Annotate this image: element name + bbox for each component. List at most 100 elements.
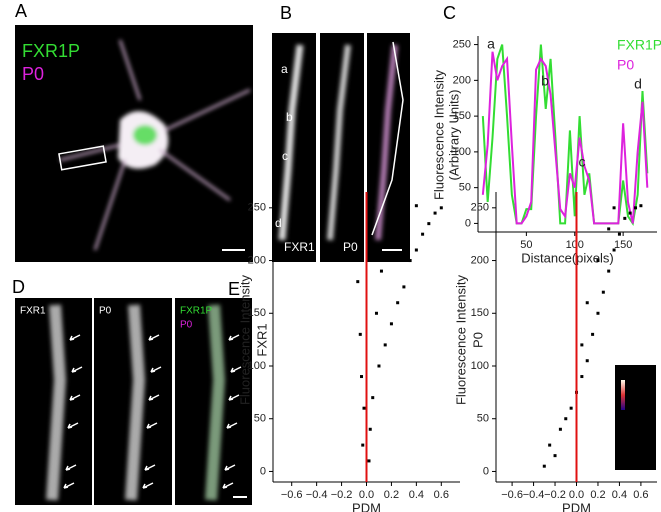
point <box>383 343 387 347</box>
y-tick-label: 250 <box>248 202 266 214</box>
panel-letter: D <box>12 277 25 297</box>
point <box>371 206 375 210</box>
y-tick-label: 250 <box>471 202 489 214</box>
point <box>358 332 362 336</box>
point <box>439 206 443 210</box>
y-tick-label: 150 <box>248 307 266 319</box>
point <box>601 290 605 294</box>
point <box>580 375 584 379</box>
x-tick-label: −0.6 <box>501 489 523 501</box>
y-tick-label: 50 <box>477 413 489 425</box>
line-profile <box>371 41 404 236</box>
y-axis-label: (Arbitrary Units) <box>446 89 461 180</box>
arrow <box>69 334 81 341</box>
x-tick-label: −0.6 <box>281 489 303 501</box>
point <box>377 364 381 368</box>
point <box>361 443 365 447</box>
y-tick-label: 200 <box>248 254 266 266</box>
arrow <box>69 394 81 401</box>
annotation: c <box>282 149 288 163</box>
point <box>389 243 393 247</box>
point <box>585 359 589 363</box>
y-axis-label: Fluorescence Intensity <box>237 274 252 405</box>
point <box>433 211 437 215</box>
point <box>569 406 573 410</box>
point <box>634 206 638 210</box>
annotation: c <box>579 154 586 170</box>
roi-box <box>58 145 107 171</box>
point <box>617 232 621 236</box>
channel-label: FXR1 <box>284 240 315 254</box>
arrow <box>142 482 154 489</box>
point <box>548 443 552 447</box>
x-tick-label: 0.2 <box>590 489 605 501</box>
panel-letter: C <box>443 3 456 23</box>
panel-letter: B <box>280 3 292 23</box>
y-tick-label: 200 <box>453 74 471 86</box>
channel-label: FXR1P <box>22 41 80 61</box>
panel-letter: E <box>228 279 240 299</box>
y-tick-label: 50 <box>254 413 266 425</box>
arrow <box>148 394 160 401</box>
point <box>628 211 632 215</box>
point <box>580 343 584 347</box>
arrow <box>230 366 242 373</box>
x-tick-label: 100 <box>566 239 584 251</box>
y-tick-label: 100 <box>471 360 489 372</box>
point <box>596 259 600 263</box>
arrow <box>67 422 79 429</box>
point <box>408 259 412 263</box>
y-axis-label: Fluorescence Intensity <box>431 69 446 200</box>
x-tick-label: 0.4 <box>409 489 424 501</box>
point <box>374 311 378 315</box>
x-axis-label: PDM <box>562 500 591 512</box>
y-axis-label: Fluorescence Intensity <box>453 274 468 405</box>
y-tick-label: 100 <box>453 146 471 158</box>
arrow <box>144 464 156 471</box>
point <box>607 269 611 273</box>
colorbar <box>621 380 625 410</box>
arrow <box>226 422 238 429</box>
point <box>421 232 425 236</box>
legend-entry: FXR1P <box>617 37 661 53</box>
point <box>414 248 418 252</box>
point <box>414 204 418 208</box>
point <box>389 322 393 326</box>
y-tick-label: 250 <box>453 38 471 50</box>
dendrite-d <box>46 304 226 501</box>
channel-label: FXR1 <box>20 306 46 317</box>
point <box>362 406 366 410</box>
annotation: d <box>634 76 642 92</box>
point <box>402 216 406 220</box>
x-tick-label: 0.0 <box>569 489 584 501</box>
arrow <box>150 366 162 373</box>
y-tick-label: 150 <box>453 110 471 122</box>
point <box>607 227 611 231</box>
point <box>553 454 557 458</box>
x-axis-label: PDM <box>352 500 381 512</box>
x-tick-label: 0.6 <box>434 489 449 501</box>
y-tick-label: 0 <box>465 217 471 229</box>
arrow <box>65 464 77 471</box>
annotation: b <box>286 110 293 124</box>
annotation: b <box>541 73 549 89</box>
point <box>564 417 568 421</box>
point <box>427 222 431 226</box>
y-tick-label: 100 <box>248 360 266 372</box>
point <box>623 216 627 220</box>
point <box>612 206 616 210</box>
x-tick-label: −0.4 <box>306 489 328 501</box>
x-tick-label: −0.2 <box>544 489 566 501</box>
point <box>591 332 595 336</box>
x-tick-label: 0.0 <box>359 489 374 501</box>
point <box>379 269 383 273</box>
arrow <box>148 334 160 341</box>
point <box>352 227 356 231</box>
x-tick-label: −0.4 <box>523 489 545 501</box>
y-tick-label: 0 <box>260 465 266 477</box>
line-series <box>481 51 649 225</box>
arrow <box>228 394 240 401</box>
arrow <box>224 464 236 471</box>
channel-label: P0 <box>180 320 193 331</box>
